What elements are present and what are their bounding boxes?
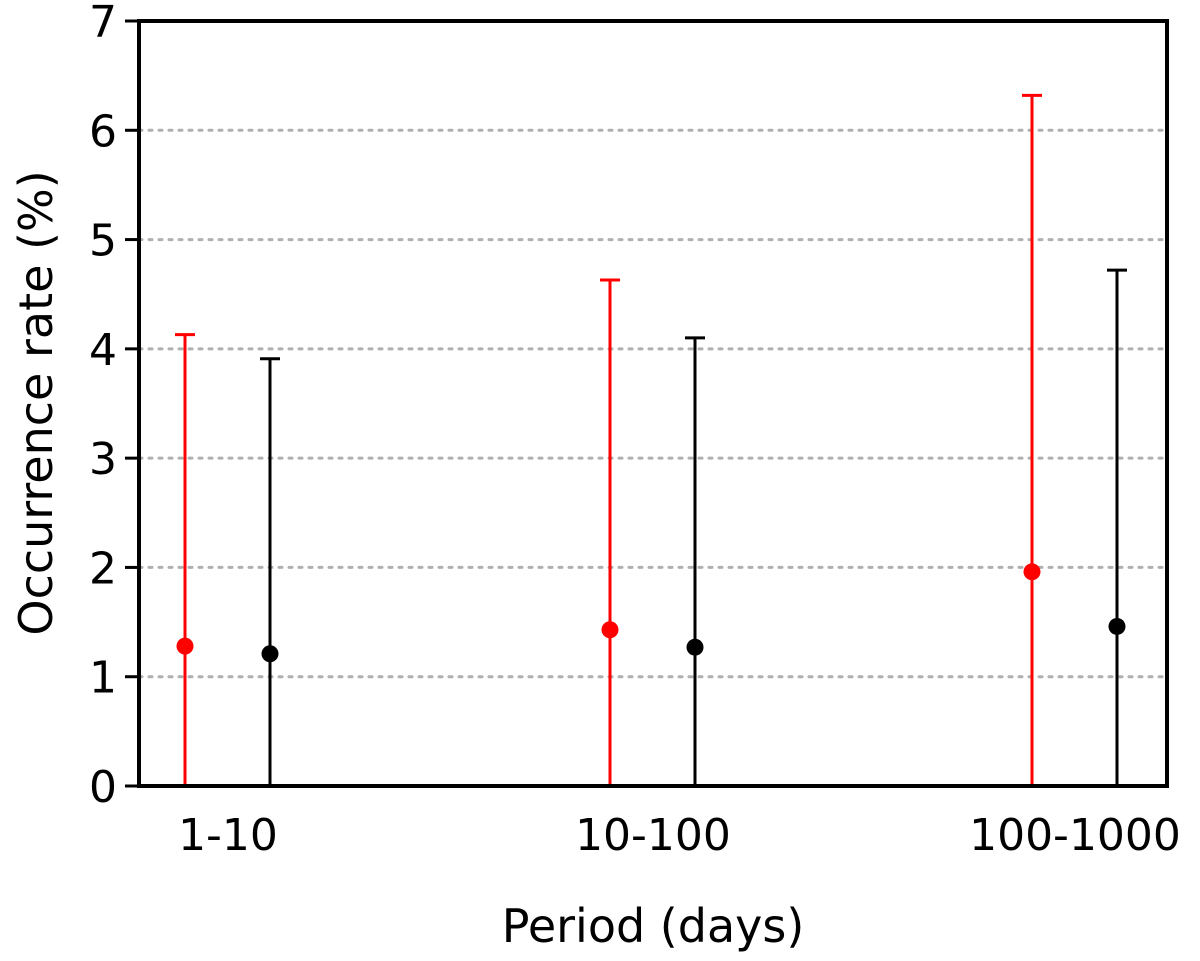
y-axis-label: Occurrence rate (%) xyxy=(9,170,63,635)
point-s0-0 xyxy=(176,637,194,655)
y-tick-label-6: 6 xyxy=(89,106,117,157)
point-s1-1 xyxy=(686,638,704,656)
y-tick-label-7: 7 xyxy=(89,0,117,48)
error-bars xyxy=(175,93,1127,786)
y-tick-label-5: 5 xyxy=(89,216,117,267)
x-tick-label-1: 10-100 xyxy=(575,810,731,861)
point-s1-0 xyxy=(261,645,279,663)
data-points xyxy=(176,563,1126,663)
point-s0-1 xyxy=(601,621,619,639)
gridlines xyxy=(137,128,1169,679)
y-tick-label-2: 2 xyxy=(89,543,117,594)
y-tick-label-4: 4 xyxy=(89,325,117,376)
x-tick-label-2: 100-1000 xyxy=(969,810,1181,861)
y-axis-ticks: 0 1 2 3 4 5 6 7 xyxy=(89,0,139,813)
plot-frame xyxy=(137,19,1169,788)
y-tick-label-1: 1 xyxy=(89,653,117,704)
x-axis-ticks: 1-10 10-100 100-1000 xyxy=(178,810,1181,861)
y-tick-label-0: 0 xyxy=(89,762,117,813)
point-s0-2 xyxy=(1023,563,1041,581)
x-axis-label: Period (days) xyxy=(502,899,805,953)
y-tick-label-3: 3 xyxy=(89,434,117,485)
x-tick-label-0: 1-10 xyxy=(178,810,278,861)
point-s1-2 xyxy=(1108,617,1126,635)
